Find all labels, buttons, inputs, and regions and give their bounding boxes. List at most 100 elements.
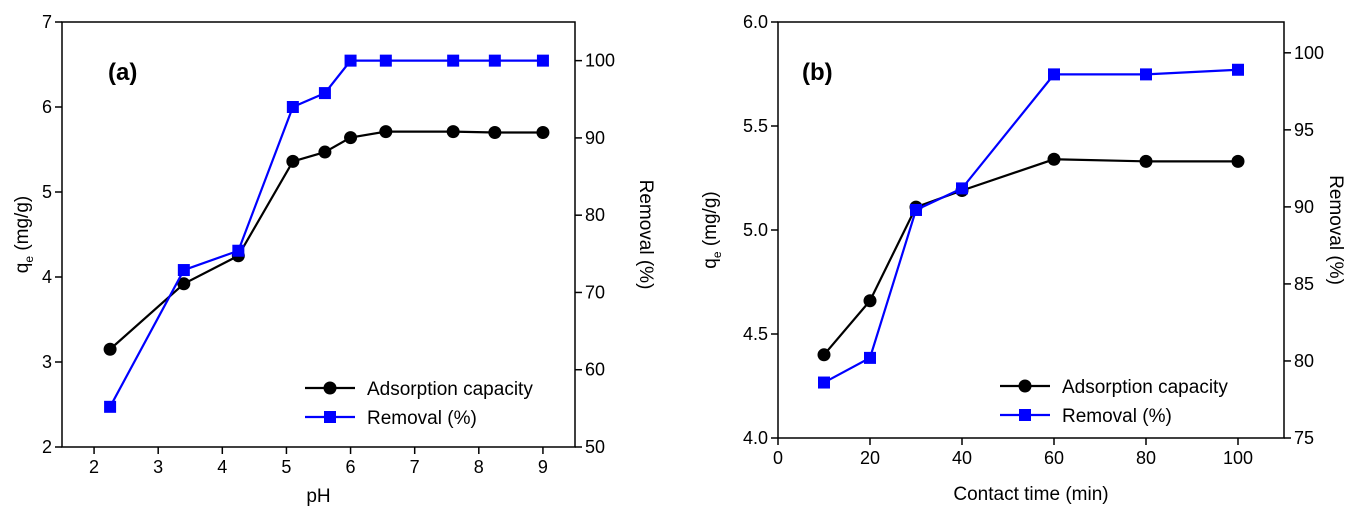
legend-marker xyxy=(324,411,336,423)
y2-tick-label: 75 xyxy=(1294,428,1314,448)
panel-label: (b) xyxy=(802,59,833,86)
y2-tick-label: 80 xyxy=(585,205,605,225)
panel-label: (a) xyxy=(108,59,137,86)
chart-panel-a: 2 3 4 5 6 7 8 9 2 3 4 5 6 7 50 60 70 80 90 100 pH qe (mg/g) Re… xyxy=(12,12,656,507)
legend-marker xyxy=(1018,379,1032,393)
y-tick-label: 6 xyxy=(42,97,52,117)
data-point xyxy=(864,351,876,364)
legend-marker xyxy=(1019,409,1031,421)
y-tick-label: 5 xyxy=(42,182,52,202)
data-point xyxy=(177,277,191,291)
data-point xyxy=(379,125,393,139)
data-point xyxy=(956,182,968,195)
data-point xyxy=(379,54,392,67)
data-point xyxy=(344,54,357,67)
data-point xyxy=(536,54,549,67)
y2-tick-label: 90 xyxy=(585,128,605,148)
x-tick-label: 40 xyxy=(952,448,972,468)
data-point xyxy=(536,126,550,139)
y-axis-label: qe (mg/g) xyxy=(12,196,36,273)
series-line xyxy=(109,59,543,408)
data-point xyxy=(1047,152,1061,166)
x-tick-label: 3 xyxy=(153,457,163,477)
data-point xyxy=(177,264,190,277)
x-tick-label: 4 xyxy=(217,457,227,477)
x-tick-label: 2 xyxy=(89,457,99,477)
y2-tick-label: 100 xyxy=(585,51,615,71)
y-axis-label-unit: (mg/g) xyxy=(12,196,33,256)
data-point xyxy=(817,348,831,362)
series-line xyxy=(823,158,1238,356)
data-point xyxy=(318,145,332,159)
data-point xyxy=(232,244,245,257)
legend: Adsorption capacity Removal (%) xyxy=(305,379,533,429)
y-tick-label: 4 xyxy=(42,267,52,287)
y-tick-label: 5.5 xyxy=(743,116,768,136)
y-tick-label: 2 xyxy=(42,437,52,457)
data-point xyxy=(344,131,358,145)
data-point xyxy=(318,87,331,100)
y-axis-label-unit: (mg/g) xyxy=(700,191,721,251)
y2-axis-label: Removal (%) xyxy=(1325,175,1346,285)
y-axis-label-subscript: e xyxy=(710,251,724,258)
data-point xyxy=(910,203,922,216)
series-line xyxy=(109,130,543,351)
y2-tick-label: 70 xyxy=(585,282,605,302)
legend-label: Removal (%) xyxy=(1062,406,1172,427)
legend-label: Adsorption capacity xyxy=(1062,377,1228,398)
legend-label: Removal (%) xyxy=(367,408,477,429)
y-axis-label-main: q xyxy=(700,258,721,269)
data-point xyxy=(488,126,502,139)
data-point xyxy=(1139,154,1153,168)
y-tick-label: 7 xyxy=(42,12,52,32)
data-point xyxy=(286,154,300,168)
y-axis-label-subscript: e xyxy=(22,256,36,263)
y2-tick-label: 60 xyxy=(585,360,605,380)
data-point xyxy=(103,342,117,356)
legend: Adsorption capacity Removal (%) xyxy=(1000,377,1228,427)
x-tick-label: 5 xyxy=(281,457,291,477)
legend-label: Adsorption capacity xyxy=(367,379,533,400)
plot-frame xyxy=(61,21,576,448)
data-point xyxy=(1140,68,1152,81)
data-point xyxy=(1231,154,1245,168)
x-tick-label: 100 xyxy=(1223,448,1253,468)
data-point xyxy=(818,376,830,389)
data-point xyxy=(1232,63,1244,76)
x-axis-label: pH xyxy=(306,486,330,507)
y2-tick-label: 85 xyxy=(1294,274,1314,294)
data-point xyxy=(104,400,117,413)
x-tick-label: 8 xyxy=(474,457,484,477)
x-tick-label: 60 xyxy=(1044,448,1064,468)
y-tick-label: 3 xyxy=(42,352,52,372)
legend-marker xyxy=(323,381,337,395)
x-tick-label: 80 xyxy=(1136,448,1156,468)
y-tick-label: 4.5 xyxy=(743,324,768,344)
x-axis-label: Contact time (min) xyxy=(953,484,1108,505)
y2-tick-label: 80 xyxy=(1294,351,1314,371)
y2-tick-label: 90 xyxy=(1294,197,1314,217)
y2-tick-label: 95 xyxy=(1294,120,1314,140)
plot-frame xyxy=(777,21,1285,439)
y-axis-label: qe (mg/g) xyxy=(700,191,724,268)
data-point xyxy=(488,54,501,67)
y-tick-label: 5.0 xyxy=(743,220,768,240)
y-tick-label: 4.0 xyxy=(743,428,768,448)
y2-tick-label: 50 xyxy=(585,437,605,457)
x-tick-label: 0 xyxy=(773,448,783,468)
series-line xyxy=(823,68,1239,384)
y2-axis-label: Removal (%) xyxy=(635,180,656,290)
data-point xyxy=(446,125,460,139)
data-point xyxy=(447,54,460,67)
x-tick-label: 9 xyxy=(538,457,548,477)
y-tick-label: 6.0 xyxy=(743,12,768,32)
y2-tick-label: 100 xyxy=(1294,43,1324,63)
x-tick-label: 20 xyxy=(860,448,880,468)
data-point xyxy=(863,294,877,308)
data-point xyxy=(1048,68,1060,81)
x-tick-label: 6 xyxy=(346,457,356,477)
chart-panel-b: 0 20 40 60 80 100 4.0 4.5 5.0 5.5 6.0 75 80 85 90 95 100… xyxy=(700,12,1346,505)
y-axis-label-main: q xyxy=(12,263,33,274)
x-tick-label: 7 xyxy=(410,457,420,477)
